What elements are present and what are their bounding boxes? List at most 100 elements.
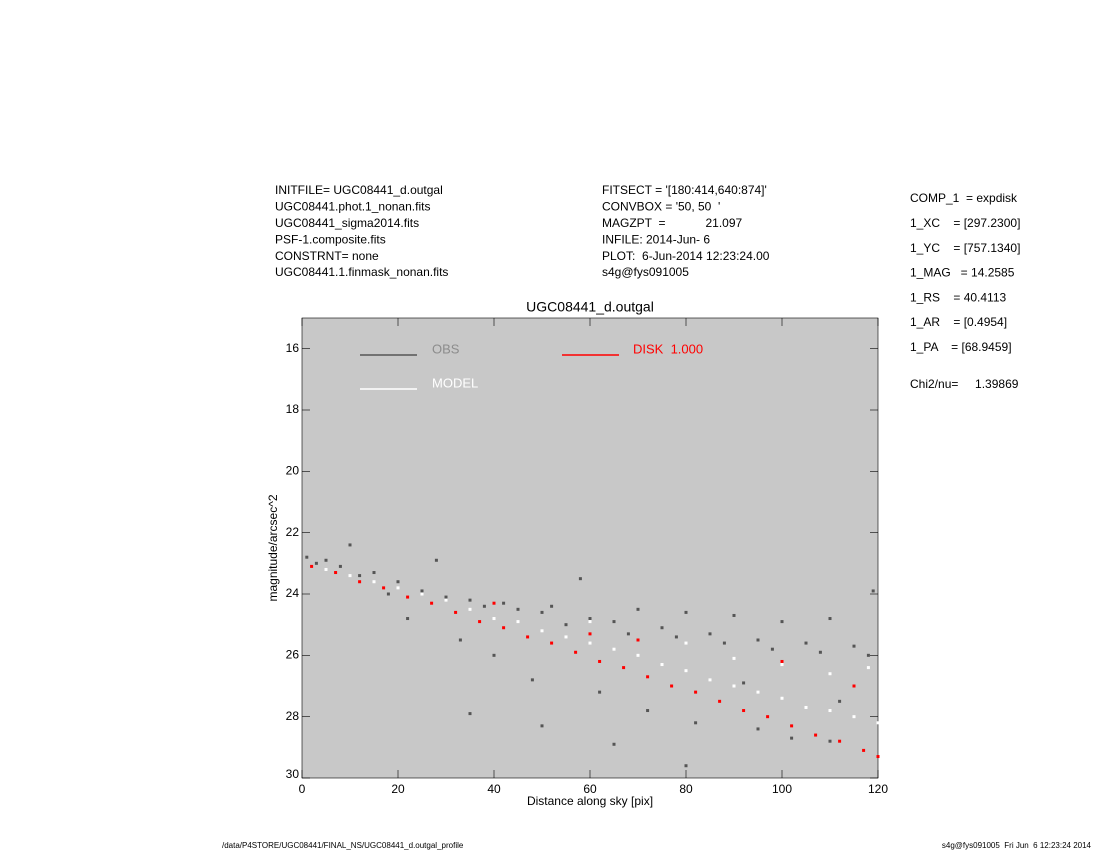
point bbox=[780, 663, 784, 667]
point bbox=[406, 595, 410, 599]
y-tick-label: 20 bbox=[286, 464, 300, 478]
point bbox=[458, 638, 462, 642]
x-tick-label: 80 bbox=[679, 782, 693, 796]
header-right-line: 1_AR = [0.4954] bbox=[910, 315, 1007, 329]
y-axis-label: magnitude/arcsec^2 bbox=[266, 494, 280, 601]
point bbox=[516, 607, 520, 611]
point bbox=[564, 635, 568, 639]
y-tick-label: 16 bbox=[286, 341, 300, 355]
point bbox=[756, 690, 760, 694]
point bbox=[598, 690, 602, 694]
point bbox=[420, 592, 424, 596]
point bbox=[372, 571, 376, 575]
header-left-line: PSF-1.composite.fits bbox=[275, 232, 386, 246]
header-right-line: 1_YC = [757.1340] bbox=[910, 241, 1020, 255]
point bbox=[382, 586, 386, 590]
point bbox=[454, 610, 458, 614]
legend-label: DISK 1.000 bbox=[633, 341, 703, 356]
y-tick-label: 30 bbox=[286, 767, 300, 781]
point bbox=[386, 592, 390, 596]
point bbox=[358, 574, 362, 578]
point bbox=[732, 613, 736, 617]
point bbox=[866, 666, 870, 670]
x-tick-label: 60 bbox=[583, 782, 597, 796]
header-middle-line: MAGZPT = 21.097 bbox=[602, 216, 742, 230]
point bbox=[550, 641, 554, 645]
point bbox=[852, 715, 856, 719]
plot-area bbox=[301, 317, 879, 779]
point bbox=[862, 748, 866, 752]
footer-left: /data/P4STORE/UGC08441/FINAL_NS/UGC08441… bbox=[222, 841, 464, 850]
point bbox=[626, 632, 630, 636]
point bbox=[818, 650, 822, 654]
point bbox=[646, 675, 650, 679]
point bbox=[574, 650, 578, 654]
point bbox=[876, 755, 880, 759]
point bbox=[550, 604, 554, 608]
point bbox=[838, 699, 842, 703]
point bbox=[742, 709, 746, 713]
y-tick-label: 18 bbox=[286, 402, 300, 416]
chart-title: UGC08441_d.outgal bbox=[526, 299, 654, 315]
header-middle-line: s4g@fys091005 bbox=[602, 265, 689, 279]
point bbox=[444, 598, 448, 602]
point bbox=[530, 678, 534, 682]
point bbox=[684, 641, 688, 645]
point bbox=[866, 653, 870, 657]
point bbox=[324, 567, 328, 571]
x-tick-label: 20 bbox=[391, 782, 405, 796]
y-tick-label: 28 bbox=[286, 709, 300, 723]
header-right-line: 1_RS = 40.4113 bbox=[910, 290, 1007, 304]
point bbox=[526, 635, 530, 639]
point bbox=[790, 736, 794, 740]
point bbox=[852, 684, 856, 688]
point bbox=[540, 610, 544, 614]
point bbox=[478, 620, 482, 624]
point bbox=[588, 620, 592, 624]
header-right-line: COMP_1 = expdisk bbox=[910, 191, 1018, 205]
point bbox=[305, 555, 309, 559]
point bbox=[492, 653, 496, 657]
point bbox=[780, 659, 784, 663]
header-middle-line: FITSECT = '[180:414,640:874]' bbox=[602, 183, 767, 197]
y-tick-label: 24 bbox=[286, 586, 300, 600]
point bbox=[828, 672, 832, 676]
point bbox=[492, 617, 496, 621]
point bbox=[732, 656, 736, 660]
point bbox=[828, 739, 832, 743]
point bbox=[396, 586, 400, 590]
point bbox=[852, 644, 856, 648]
point bbox=[636, 638, 640, 642]
x-axis-label: Distance along sky [pix] bbox=[527, 794, 653, 808]
point bbox=[708, 632, 712, 636]
point bbox=[348, 574, 352, 578]
point bbox=[502, 601, 506, 605]
point bbox=[492, 601, 496, 605]
footer-right: s4g@fys091005 Fri Jun 6 12:23:24 2014 bbox=[942, 841, 1092, 850]
point bbox=[468, 607, 472, 611]
header-left-line: CONSTRNT= none bbox=[275, 249, 379, 263]
point bbox=[660, 663, 664, 667]
point bbox=[406, 617, 410, 621]
header-left-line: UGC08441_sigma2014.fits bbox=[275, 216, 419, 230]
point bbox=[482, 604, 486, 608]
point bbox=[804, 641, 808, 645]
point bbox=[804, 705, 808, 709]
point bbox=[828, 617, 832, 621]
point bbox=[670, 684, 674, 688]
point bbox=[338, 564, 342, 568]
point bbox=[684, 610, 688, 614]
header-middle-line: CONVBOX = '50, 50 ' bbox=[602, 200, 720, 214]
header-right-line: Chi2/nu= 1.39869 bbox=[910, 377, 1019, 391]
legend-label: OBS bbox=[432, 341, 460, 356]
point bbox=[871, 589, 875, 593]
point bbox=[612, 620, 616, 624]
point bbox=[540, 629, 544, 633]
point bbox=[876, 721, 880, 725]
point bbox=[694, 721, 698, 725]
header-middle-line: INFILE: 2014-Jun- 6 bbox=[602, 232, 710, 246]
point bbox=[324, 558, 328, 562]
point bbox=[598, 659, 602, 663]
point bbox=[674, 635, 678, 639]
